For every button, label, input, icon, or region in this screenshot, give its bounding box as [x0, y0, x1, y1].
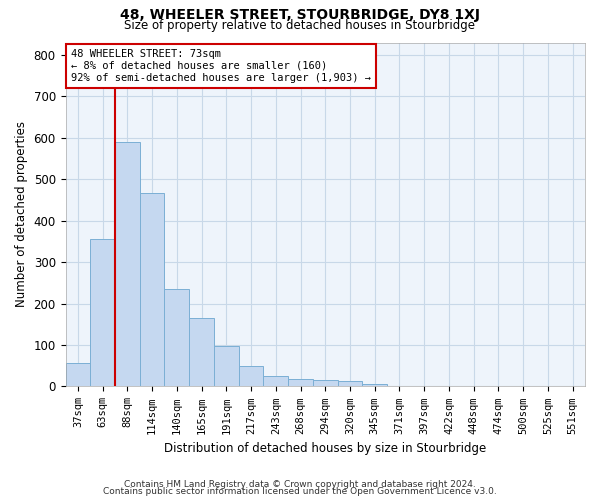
Bar [140, 192, 164, 386]
Bar [164, 290, 189, 386]
Bar [115, 142, 140, 386]
Y-axis label: Number of detached properties: Number of detached properties [15, 122, 28, 308]
Bar [288, 379, 313, 386]
Bar [338, 381, 362, 386]
Bar [239, 366, 263, 386]
Text: Size of property relative to detached houses in Stourbridge: Size of property relative to detached ho… [125, 18, 476, 32]
Bar [189, 318, 214, 386]
Text: Contains public sector information licensed under the Open Government Licence v3: Contains public sector information licen… [103, 488, 497, 496]
Bar [313, 380, 338, 386]
Text: 48 WHEELER STREET: 73sqm
← 8% of detached houses are smaller (160)
92% of semi-d: 48 WHEELER STREET: 73sqm ← 8% of detache… [71, 50, 371, 82]
Bar [65, 363, 90, 386]
X-axis label: Distribution of detached houses by size in Stourbridge: Distribution of detached houses by size … [164, 442, 487, 455]
Text: 48, WHEELER STREET, STOURBRIDGE, DY8 1XJ: 48, WHEELER STREET, STOURBRIDGE, DY8 1XJ [120, 8, 480, 22]
Text: Contains HM Land Registry data © Crown copyright and database right 2024.: Contains HM Land Registry data © Crown c… [124, 480, 476, 489]
Bar [90, 238, 115, 386]
Bar [362, 384, 387, 386]
Bar [263, 376, 288, 386]
Bar [214, 346, 239, 387]
